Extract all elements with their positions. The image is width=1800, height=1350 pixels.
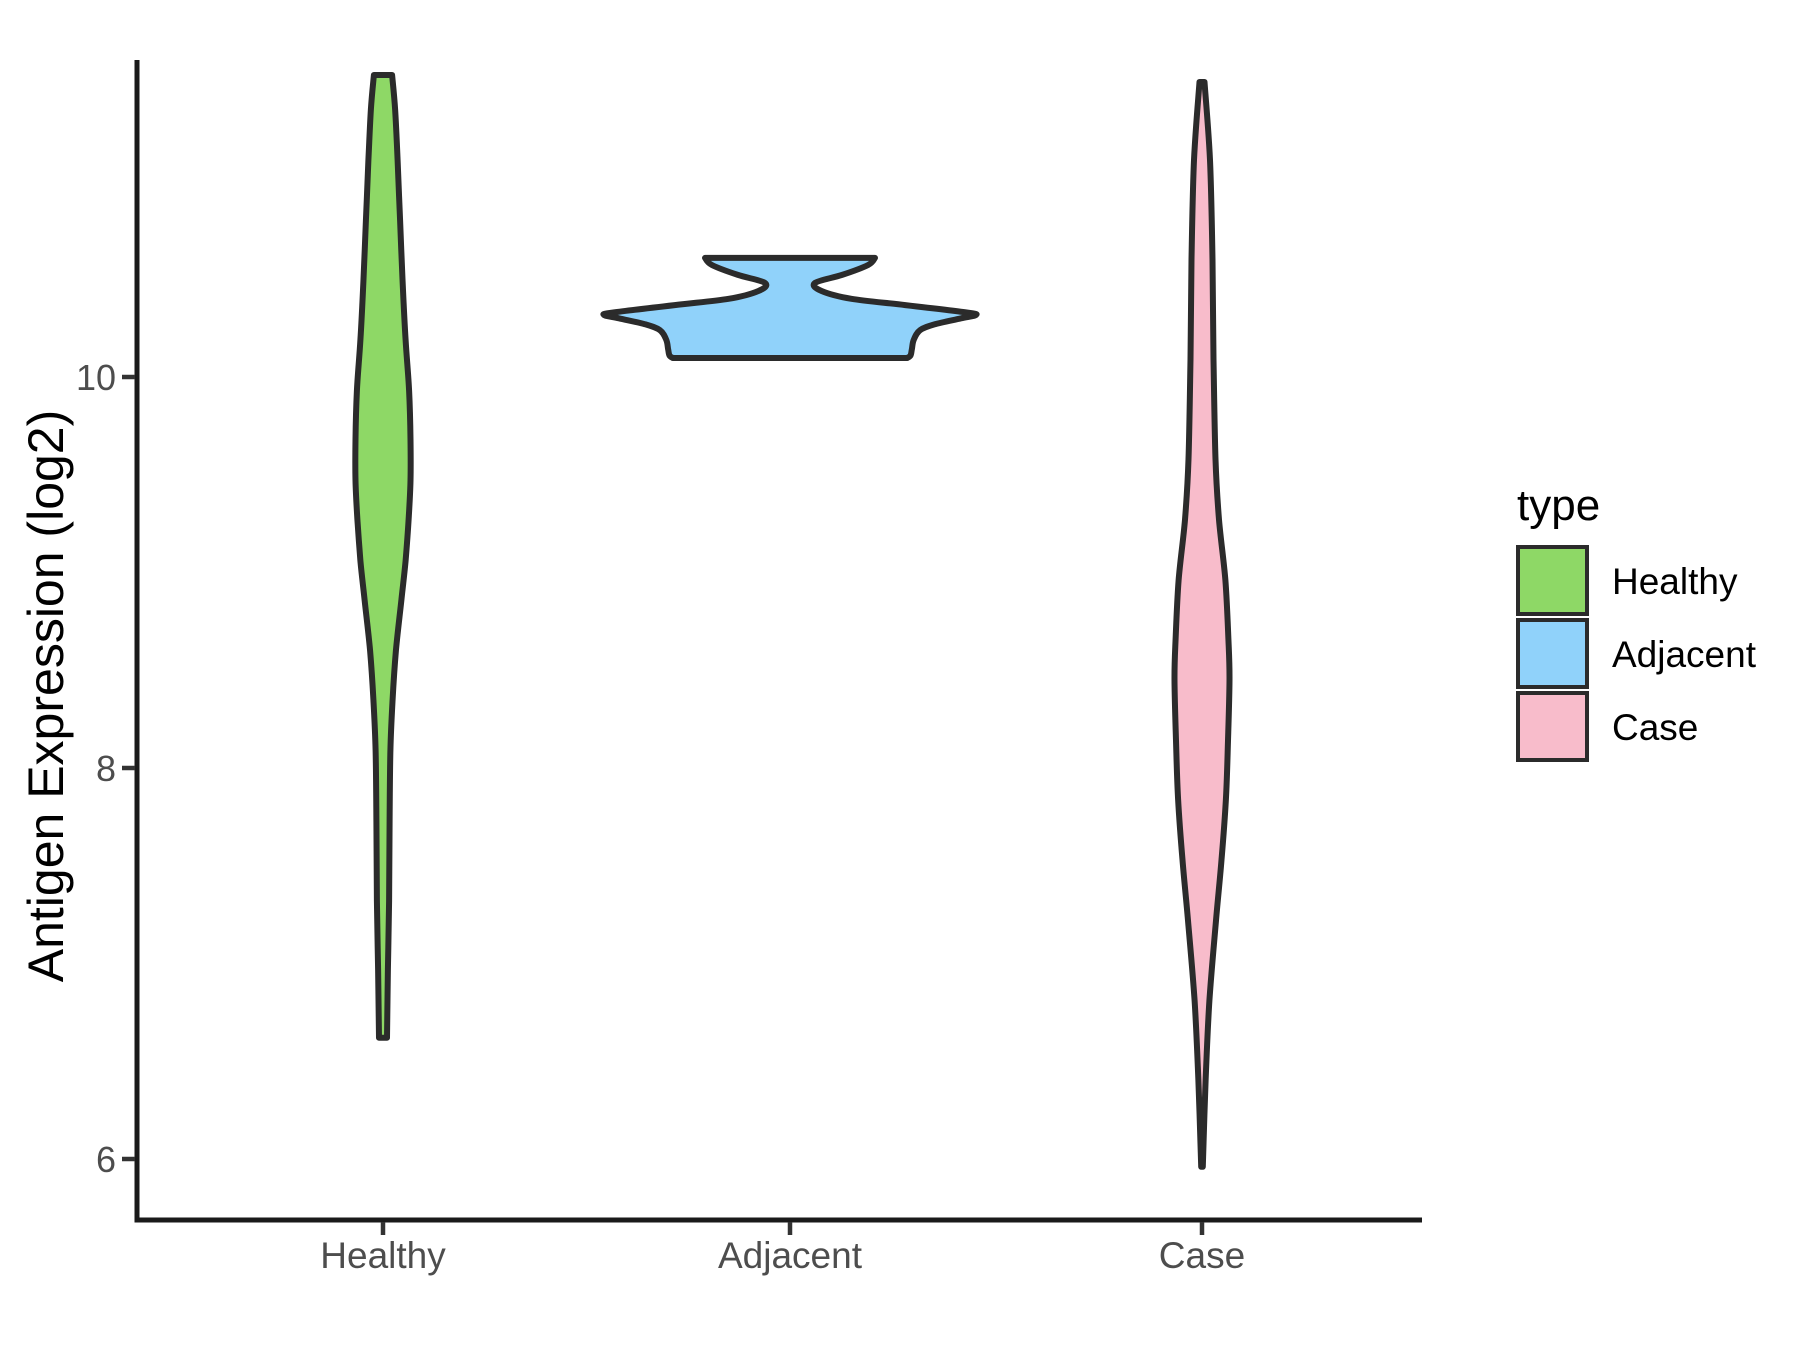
legend-label-adjacent: Adjacent <box>1612 634 1757 675</box>
legend-swatch-healthy <box>1516 545 1589 616</box>
legend-entry-case: Case <box>1516 691 1698 762</box>
legend-label-healthy: Healthy <box>1612 561 1738 602</box>
legend-entry-adjacent: Adjacent <box>1516 618 1757 689</box>
y-axis-title: Antigen Expression (log2) <box>18 410 74 983</box>
violin-adjacent <box>600 254 980 361</box>
x-category-label-adjacent: Adjacent <box>718 1235 863 1276</box>
legend-swatch-case <box>1516 691 1589 762</box>
legend-title: type <box>1517 481 1600 530</box>
legend-label-case: Case <box>1612 707 1698 748</box>
x-category-label-healthy: Healthy <box>320 1235 446 1276</box>
y-tick-label-8: 8 <box>96 748 116 789</box>
x-tick-marks <box>380 1222 1205 1235</box>
legend-swatch-adjacent <box>1516 618 1589 689</box>
legend: type Healthy Adjacent Case <box>1516 481 1757 762</box>
x-tick-labels: Healthy Adjacent Case <box>320 1235 1245 1276</box>
violin-healthy <box>352 72 414 1041</box>
y-tick-labels: 10 8 6 <box>76 357 116 1180</box>
y-tick-label-6: 6 <box>96 1139 116 1180</box>
x-category-label-case: Case <box>1159 1235 1245 1276</box>
violin-case <box>1171 79 1233 1170</box>
violins <box>352 72 1233 1170</box>
y-tick-marks <box>122 374 135 1162</box>
y-tick-label-10: 10 <box>76 357 116 398</box>
axes <box>122 60 1422 1235</box>
legend-entry-healthy: Healthy <box>1516 545 1738 616</box>
